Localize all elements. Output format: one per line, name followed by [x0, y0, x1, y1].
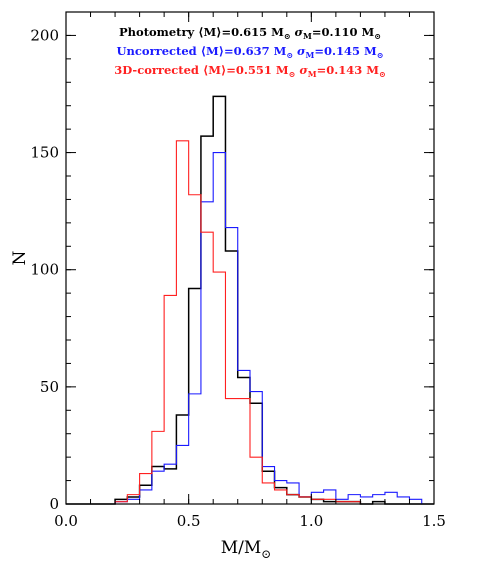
sun-symbol-icon: ⊙ — [374, 31, 381, 41]
sigma-symbol: σ — [293, 44, 306, 58]
legend-sigma-value: =0.143 M — [317, 63, 380, 77]
legend-text: 3D-corrected ⟨M⟩=0.551 M — [114, 63, 289, 77]
y-tick-label: 100 — [30, 261, 59, 279]
legend-entry-uncorrected: Uncorrected ⟨M⟩=0.637 M⊙ σM=0.145 M⊙ — [117, 44, 384, 60]
x-tick-label: 0.0 — [54, 512, 78, 530]
legend-sigma-value: =0.110 M — [312, 25, 375, 39]
histogram-series-3d-corrected — [66, 140, 434, 505]
x-tick-label: 1.5 — [422, 512, 446, 530]
legend-entry-photometry: Photometry ⟨M⟩=0.615 M⊙ σM=0.110 M⊙ — [119, 25, 381, 41]
x-axis-label-text: M/M — [221, 538, 262, 558]
x-axis-label: M/M⊙ — [221, 538, 272, 561]
legend-text: Uncorrected ⟨M⟩=0.637 M — [117, 44, 287, 58]
legend-text: Photometry ⟨M⟩=0.615 M — [119, 25, 284, 39]
y-tick-label: 200 — [30, 26, 59, 44]
y-axis-label: N — [10, 250, 30, 265]
x-tick-label: 0.5 — [177, 512, 201, 530]
histogram-series-uncorrected — [66, 152, 434, 505]
sun-symbol-icon: ⊙ — [284, 31, 291, 41]
sigma-symbol: σ — [295, 63, 308, 77]
sun-symbol-icon: ⊙ — [261, 547, 271, 561]
sigma-subscript: M — [308, 69, 317, 79]
legend-sigma-value: =0.145 M — [314, 44, 377, 58]
y-tick-label: 0 — [49, 495, 59, 513]
y-tick-label: 150 — [30, 144, 59, 162]
legend-entry-3d-corrected: 3D-corrected ⟨M⟩=0.551 M⊙ σM=0.143 M⊙ — [114, 63, 386, 79]
histogram-series-layer — [66, 95, 434, 505]
y-tick-label: 50 — [40, 378, 59, 396]
sigma-symbol: σ — [291, 25, 304, 39]
x-tick-label: 1.0 — [299, 512, 323, 530]
sun-symbol-icon: ⊙ — [289, 69, 296, 79]
sun-symbol-icon: ⊙ — [377, 50, 384, 60]
sigma-subscript: M — [306, 50, 315, 60]
sun-symbol-icon: ⊙ — [379, 69, 386, 79]
legend: Photometry ⟨M⟩=0.615 M⊙ σM=0.110 M⊙Uncor… — [114, 25, 386, 79]
sun-symbol-icon: ⊙ — [286, 50, 293, 60]
sigma-subscript: M — [303, 31, 312, 41]
plot-frame — [65, 11, 435, 505]
axis-ticks: 0.0 0.5 1.0 1.5 0 50 100 150 200 — [30, 11, 446, 530]
